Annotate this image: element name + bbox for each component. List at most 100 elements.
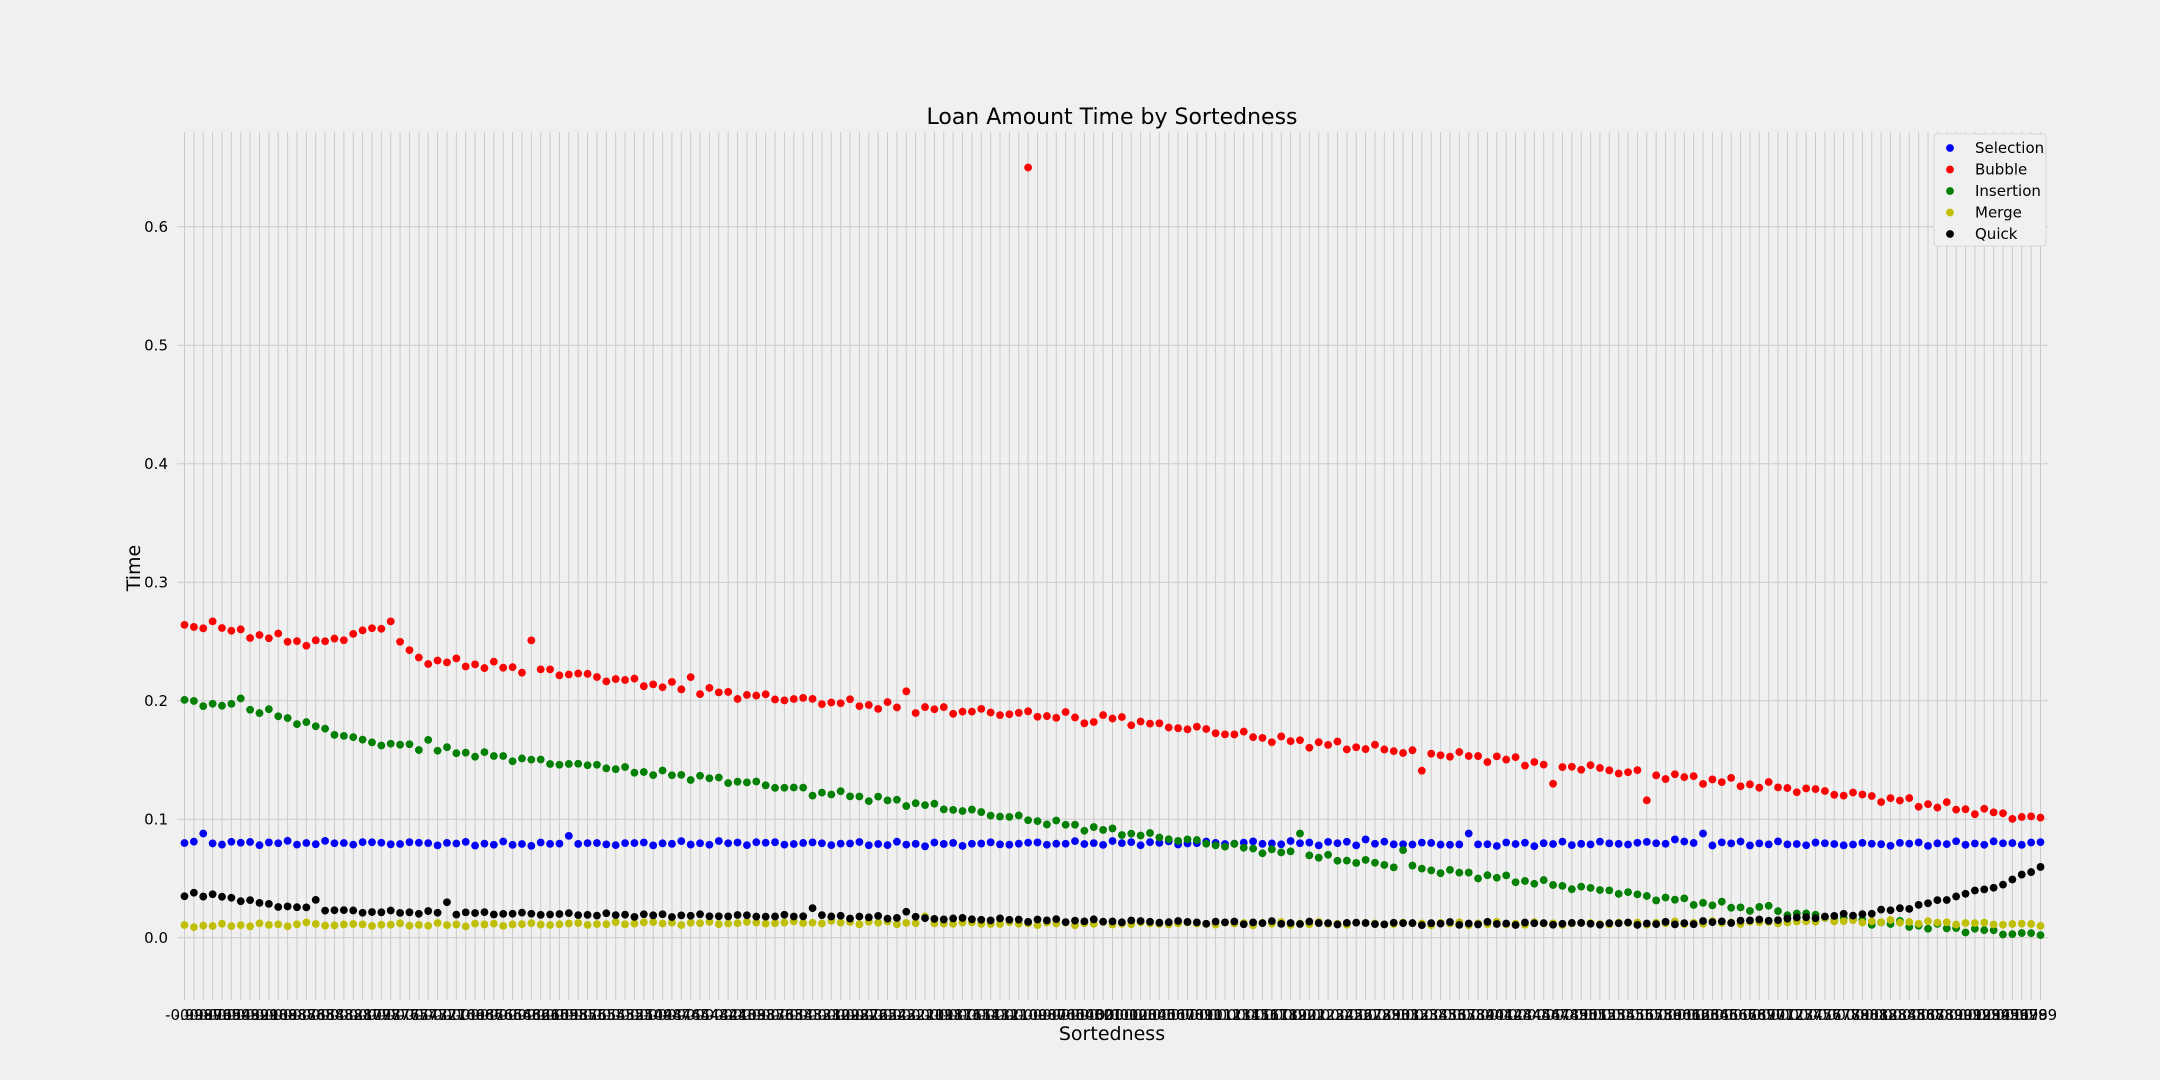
- x-tick-label-99: 0.00: [1096, 1006, 1129, 1024]
- bubble-point-48: [630, 674, 639, 683]
- y-tick-labels: 0.0 0.1 0.2 0.3 0.4 0.5 0.6: [144, 218, 168, 947]
- insertion-point-73: [864, 797, 873, 806]
- x-tick-label-10: -0.89: [259, 1006, 298, 1024]
- x-tick-label-169: 0.70: [1752, 1006, 1785, 1024]
- quick-point-8: [255, 898, 264, 907]
- x-tick-label-11: -0.88: [268, 1006, 307, 1024]
- quick-point-188: [1942, 896, 1951, 904]
- selection-point-118: [1286, 837, 1295, 845]
- bubble-point-49: [639, 682, 648, 691]
- selection-point-172: [1792, 840, 1801, 848]
- merge-point-7: [246, 922, 255, 931]
- merge-point-183: [1895, 918, 1904, 927]
- quick-point-33: [489, 910, 498, 919]
- insertion-point-3: [208, 699, 217, 708]
- selection-point-11: [283, 836, 292, 845]
- bubble-point-115: [1258, 733, 1267, 742]
- quick-point-52: [668, 913, 676, 921]
- selection-point-58: [724, 839, 733, 848]
- x-tick-label-189: 0.90: [1939, 1006, 1972, 1024]
- merge-point-9: [264, 920, 273, 929]
- bubble-point-116: [1267, 738, 1276, 747]
- bubble-point-60: [743, 691, 751, 699]
- selection-point-14: [311, 840, 320, 849]
- merge-point-17: [339, 920, 348, 929]
- x-tick-label-133: 0.34: [1415, 1006, 1448, 1024]
- quick-point-136: [1455, 920, 1464, 929]
- quick-point-163: [1708, 918, 1717, 927]
- quick-point-56: [705, 912, 714, 921]
- legend-label-selection: Selection: [1975, 139, 2044, 157]
- quick-point-181: [1877, 905, 1886, 914]
- bubble-point-57: [714, 688, 723, 697]
- quick-point-144: [1530, 919, 1539, 928]
- selection-point-130: [1399, 840, 1407, 849]
- selection-point-137: [1464, 829, 1473, 838]
- bubble-point-16: [330, 634, 339, 643]
- selection-point-103: [1146, 838, 1154, 847]
- x-tick-label-22: -0.77: [371, 1006, 410, 1024]
- bubble-point-119: [1296, 736, 1304, 745]
- quick-point-91: [1033, 915, 1042, 924]
- quick-point-142: [1511, 921, 1520, 929]
- insertion-point-167: [1746, 907, 1754, 915]
- bubble-point-15: [321, 637, 330, 646]
- bubble-point-161: [1689, 772, 1698, 781]
- x-tick-label-73: -0.26: [849, 1006, 888, 1024]
- merge-point-51: [658, 919, 667, 928]
- x-tick-label-19: -0.80: [343, 1006, 382, 1024]
- quick-point-78: [911, 912, 920, 921]
- quick-point-96: [1080, 917, 1089, 926]
- insertion-point-65: [789, 783, 798, 792]
- insertion-point-37: [527, 755, 536, 764]
- selection-point-17: [339, 839, 348, 847]
- selection-point-75: [883, 841, 892, 849]
- x-tick-label-124: 0.25: [1330, 1006, 1363, 1024]
- selection-point-117: [1277, 840, 1286, 849]
- insertion-point-124: [1342, 856, 1351, 865]
- quick-point-46: [611, 911, 620, 920]
- insertion-point-144: [1530, 879, 1539, 888]
- bubble-point-0: [180, 620, 189, 629]
- bubble-point-51: [658, 683, 667, 692]
- insertion-point-159: [1671, 895, 1679, 904]
- x-tick-label-186: 0.87: [1911, 1006, 1944, 1024]
- x-tick-label-121: 0.22: [1302, 1006, 1335, 1024]
- quick-point-186: [1924, 899, 1932, 908]
- selection-point-49: [639, 838, 648, 847]
- selection-point-169: [1764, 840, 1773, 849]
- insertion-point-146: [1549, 881, 1557, 889]
- bubble-point-146: [1549, 779, 1557, 788]
- insertion-point-154: [1624, 888, 1632, 897]
- bubble-point-131: [1408, 746, 1417, 755]
- bubble-point-112: [1230, 730, 1239, 739]
- selection-point-23: [396, 840, 404, 848]
- x-tick-label-165: 0.66: [1714, 1006, 1747, 1024]
- selection-point-175: [1821, 839, 1829, 848]
- selection-point-165: [1727, 839, 1736, 848]
- x-tick-label-102: 0.03: [1124, 1006, 1157, 1024]
- selection-point-29: [452, 839, 461, 848]
- quick-point-65: [789, 912, 798, 921]
- x-tick-labels: -0.99-0.98-0.97-0.96-0.95-0.94-0.93-0.92…: [165, 1006, 2057, 1024]
- merge-point-57: [714, 920, 723, 928]
- bubble-point-186: [1924, 800, 1932, 809]
- quick-point-169: [1764, 916, 1773, 925]
- quick-point-80: [930, 914, 939, 923]
- bubble-point-66: [799, 694, 808, 702]
- bubble-point-191: [1970, 810, 1979, 819]
- insertion-point-2: [199, 702, 208, 711]
- selection-point-190: [1961, 840, 1970, 849]
- x-tick-label-84: -0.15: [952, 1006, 991, 1024]
- bubble-point-53: [677, 685, 686, 694]
- quick-point-36: [518, 908, 526, 917]
- x-tick-label-163: 0.64: [1696, 1006, 1729, 1024]
- x-tick-label-59: -0.40: [718, 1006, 757, 1024]
- merge-point-42: [574, 919, 583, 927]
- quick-point-158: [1661, 917, 1670, 926]
- bubble-point-130: [1399, 749, 1407, 757]
- bubble-point-47: [621, 676, 629, 684]
- selection-point-198: [2036, 838, 2045, 846]
- bubble-point-25: [414, 653, 423, 662]
- insertion-point-197: [2027, 929, 2036, 938]
